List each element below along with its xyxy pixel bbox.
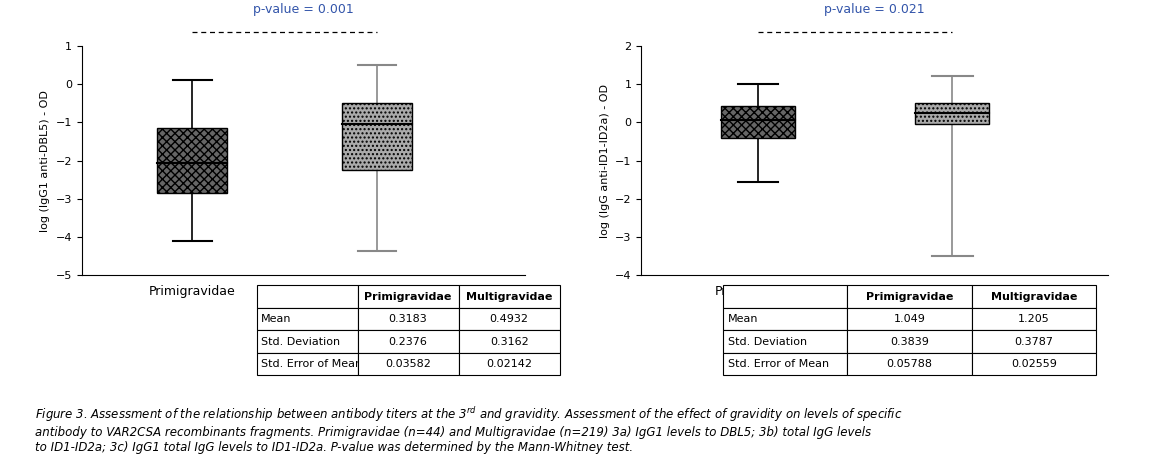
Text: Figure 3. Assessment of the relationship between antibody titers at the 3$^{rd}$: Figure 3. Assessment of the relationship… (35, 405, 902, 454)
Bar (157, 128, 227, 193)
Bar (342, 103, 412, 170)
Text: p-value = 0.001: p-value = 0.001 (253, 3, 353, 16)
Y-axis label: log (IgG anti-ID1-ID2a) - OD: log (IgG anti-ID1-ID2a) - OD (599, 84, 610, 238)
Text: p-value = 0.021: p-value = 0.021 (824, 3, 925, 16)
Bar (915, 103, 989, 124)
Y-axis label: log (IgG1 anti-DBL5) - OD: log (IgG1 anti-DBL5) - OD (40, 90, 50, 232)
Bar (721, 106, 795, 139)
